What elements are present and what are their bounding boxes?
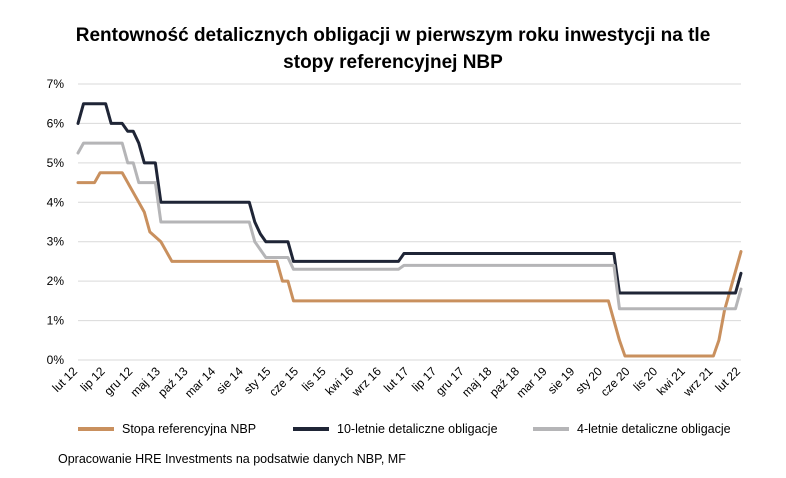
chart-title-line-1: Rentowność detalicznych obligacji w pier… xyxy=(75,25,711,46)
y-tick-label: 7% xyxy=(47,77,65,91)
x-tick-label: mar 19 xyxy=(513,364,550,401)
x-tick-label: cze 20 xyxy=(598,364,633,399)
x-tick-label: lut 22 xyxy=(712,364,743,395)
x-tick-label: maj 13 xyxy=(128,364,164,400)
x-tick-label: sie 19 xyxy=(545,364,578,397)
legend-item-reference-rate: Stopa referencyjna NBP xyxy=(78,422,256,436)
x-tick-label: kwi 16 xyxy=(322,364,356,398)
x-tick-label: wrz 21 xyxy=(680,364,716,400)
series-line-2 xyxy=(76,141,743,311)
y-tick-label: 0% xyxy=(47,353,65,367)
x-tick-label: maj 18 xyxy=(459,364,495,400)
chart-title-line-2: stopy referencyjnej NBP xyxy=(283,52,503,73)
x-tick-label: cze 15 xyxy=(266,364,301,399)
x-tick-label: lut 12 xyxy=(49,364,80,395)
x-tick-label: sie 14 xyxy=(213,364,246,397)
legend-swatch-10-year-bonds xyxy=(293,427,329,431)
legend-label-10-year-bonds: 10-letnie detaliczne obligacje xyxy=(337,422,498,436)
legend: Stopa referencyjna NBP 10-letnie detalic… xyxy=(78,422,778,442)
legend-swatch-4-year-bonds xyxy=(533,427,569,431)
y-tick-label: 6% xyxy=(47,116,65,130)
legend-item-4-year-bonds: 4-letnie detaliczne obligacje xyxy=(533,422,731,436)
y-tick-label: 5% xyxy=(47,156,65,170)
y-tick-label: 1% xyxy=(47,314,65,328)
series-lines xyxy=(76,102,743,358)
legend-label-4-year-bonds: 4-letnie detaliczne obligacje xyxy=(577,422,731,436)
x-tick-label: kwi 21 xyxy=(654,364,688,398)
chart-title: Rentowność detalicznych obligacji w pier… xyxy=(0,22,786,76)
legend-swatch-reference-rate xyxy=(78,427,114,431)
grid-lines xyxy=(78,83,741,361)
legend-label-reference-rate: Stopa referencyjna NBP xyxy=(122,422,257,436)
x-tick-label: wrz 16 xyxy=(348,364,384,400)
y-tick-label: 3% xyxy=(47,235,65,249)
x-tick-label: mar 14 xyxy=(182,364,219,401)
series-line-1 xyxy=(76,102,743,295)
series-line-0 xyxy=(76,171,743,358)
legend-item-10-year-bonds: 10-letnie detaliczne obligacje xyxy=(293,422,498,436)
y-axis-tick-labels: 0% 1% 2% 3% 4% 5% 6% 7% xyxy=(47,77,65,367)
x-tick-label: lut 17 xyxy=(381,364,412,395)
y-tick-label: 2% xyxy=(47,274,65,288)
source-note: Opracowanie HRE Investments na podsatwie… xyxy=(58,452,406,466)
y-tick-label: 4% xyxy=(47,195,65,209)
